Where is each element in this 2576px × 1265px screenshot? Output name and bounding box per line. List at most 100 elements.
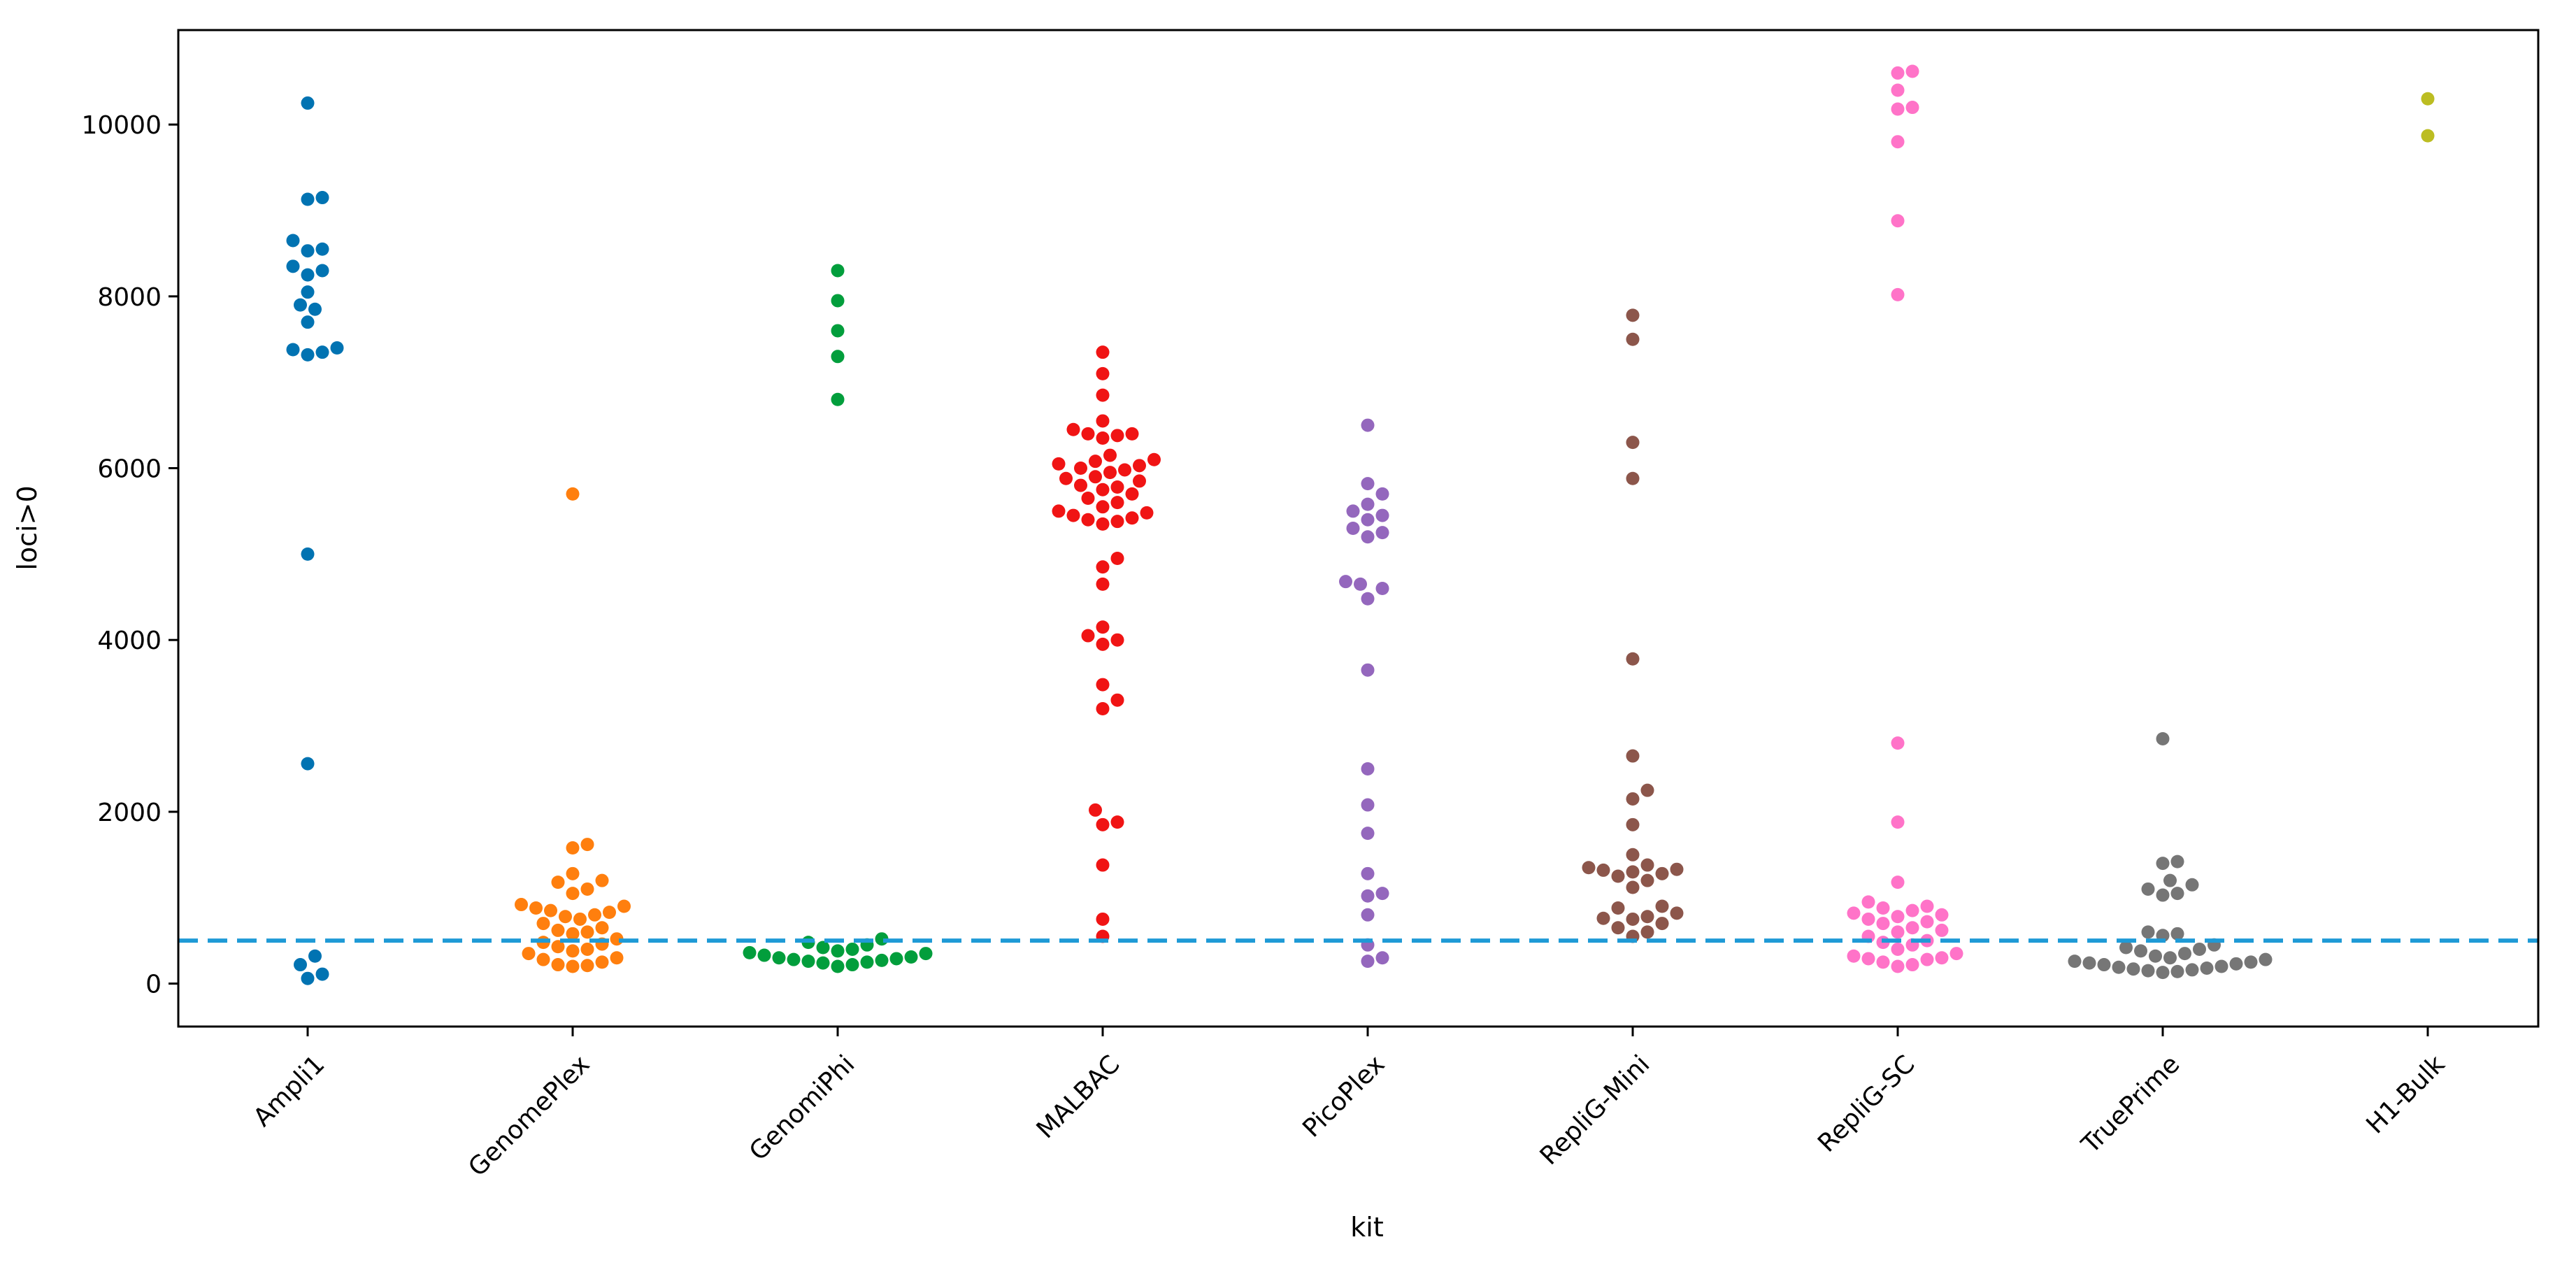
data-point-replig-sc xyxy=(1920,899,1934,913)
data-point-picoplex xyxy=(1375,487,1389,501)
data-point-malbac xyxy=(1110,429,1124,443)
data-point-trueprime xyxy=(2141,925,2155,939)
data-point-trueprime xyxy=(2126,962,2140,976)
data-point-malbac xyxy=(1110,551,1124,565)
data-point-replig-sc xyxy=(1935,951,1949,965)
data-point-malbac xyxy=(1052,457,1066,471)
data-point-malbac xyxy=(1081,492,1095,506)
data-point-malbac xyxy=(1081,427,1095,441)
data-point-replig-sc xyxy=(1891,736,1905,750)
data-point-genomiphi xyxy=(845,958,859,972)
x-tick-label: GenomePlex xyxy=(463,1050,595,1182)
data-point-trueprime xyxy=(2200,961,2214,975)
data-point-malbac xyxy=(1110,515,1124,529)
data-point-trueprime xyxy=(2193,942,2206,956)
data-point-picoplex xyxy=(1361,513,1375,527)
data-point-replig-mini xyxy=(1670,862,1684,876)
data-point-genomiphi xyxy=(801,955,815,969)
data-point-genomeplex xyxy=(566,944,580,958)
data-point-malbac xyxy=(1118,463,1131,477)
data-point-replig-sc xyxy=(1876,955,1890,969)
data-point-malbac xyxy=(1140,506,1154,520)
data-point-genomiphi xyxy=(743,945,757,959)
data-point-genomeplex xyxy=(580,959,594,973)
data-point-trueprime xyxy=(2229,957,2243,971)
data-point-trueprime xyxy=(2170,927,2184,941)
data-point-ampli1 xyxy=(294,958,307,972)
data-point-trueprime xyxy=(2112,960,2126,974)
data-point-replig-mini xyxy=(1670,906,1684,920)
data-point-malbac xyxy=(1052,504,1066,518)
data-point-trueprime xyxy=(2259,952,2273,966)
data-point-picoplex xyxy=(1361,663,1375,677)
data-point-replig-sc xyxy=(1891,102,1905,116)
data-point-trueprime xyxy=(2214,959,2228,973)
data-point-genomeplex xyxy=(551,958,565,972)
data-points xyxy=(286,64,2435,985)
data-point-replig-mini xyxy=(1626,912,1640,926)
y-tick-label: 2000 xyxy=(97,799,162,827)
data-point-trueprime xyxy=(2082,956,2096,970)
data-point-malbac xyxy=(1133,474,1146,488)
data-point-genomiphi xyxy=(831,392,845,406)
data-point-replig-mini xyxy=(1640,910,1654,924)
data-point-genomiphi xyxy=(831,324,845,338)
data-point-picoplex xyxy=(1361,955,1375,969)
data-point-replig-sc xyxy=(1891,959,1905,973)
data-point-malbac xyxy=(1066,422,1080,436)
data-point-trueprime xyxy=(2170,855,2184,869)
data-point-malbac xyxy=(1074,462,1087,476)
data-point-replig-mini xyxy=(1611,901,1625,915)
data-point-malbac xyxy=(1096,577,1110,591)
data-point-replig-sc xyxy=(1891,83,1905,97)
data-point-malbac xyxy=(1096,858,1110,872)
data-point-trueprime xyxy=(2156,857,2170,871)
data-point-genomiphi xyxy=(772,951,786,965)
data-point-replig-mini xyxy=(1626,308,1640,322)
data-point-trueprime xyxy=(2141,964,2155,978)
data-point-genomeplex xyxy=(610,951,624,965)
data-point-replig-sc xyxy=(1876,901,1890,915)
data-point-replig-mini xyxy=(1626,471,1640,485)
data-point-replig-mini xyxy=(1626,332,1640,346)
data-point-genomeplex xyxy=(544,903,557,917)
data-point-ampli1 xyxy=(294,298,307,312)
data-point-ampli1 xyxy=(330,341,344,355)
data-point-malbac xyxy=(1110,693,1124,707)
data-point-trueprime xyxy=(2170,964,2184,978)
x-axis-ticks: Ampli1 GenomePlex GenomiPhi MALBAC PicoPlex R… xyxy=(248,1027,2451,1182)
data-point-trueprime xyxy=(2156,731,2170,745)
data-point-replig-sc xyxy=(1905,921,1919,935)
data-point-ampli1 xyxy=(286,259,300,273)
data-point-genomeplex xyxy=(580,882,594,896)
data-point-ampli1 xyxy=(286,234,300,248)
data-point-replig-sc xyxy=(1861,912,1875,926)
data-point-malbac xyxy=(1059,471,1073,485)
data-point-replig-sc xyxy=(1891,925,1905,939)
data-point-ampli1 xyxy=(301,285,315,299)
data-point-picoplex xyxy=(1361,497,1375,511)
data-point-replig-sc xyxy=(1891,910,1905,924)
data-point-genomeplex xyxy=(515,898,528,912)
y-axis-label: loci>0 xyxy=(12,485,43,570)
data-point-trueprime xyxy=(2170,887,2184,901)
x-tick-label: MALBAC xyxy=(1031,1050,1126,1144)
data-point-malbac xyxy=(1081,513,1095,527)
data-point-replig-mini xyxy=(1611,921,1625,935)
data-point-ampli1 xyxy=(301,547,315,561)
data-point-malbac xyxy=(1096,388,1110,402)
data-point-malbac xyxy=(1110,633,1124,647)
data-point-replig-mini xyxy=(1582,861,1596,875)
data-point-picoplex xyxy=(1361,530,1375,544)
data-point-picoplex xyxy=(1361,477,1375,491)
data-point-replig-mini xyxy=(1626,817,1640,831)
data-point-replig-mini xyxy=(1626,436,1640,450)
data-point-replig-mini xyxy=(1626,848,1640,862)
data-point-genomeplex xyxy=(566,841,580,855)
y-axis-ticks: 0 2000 4000 6000 8000 10000 xyxy=(81,111,178,999)
data-point-replig-mini xyxy=(1626,865,1640,879)
data-point-malbac xyxy=(1103,466,1117,480)
data-point-replig-sc xyxy=(1891,942,1905,956)
